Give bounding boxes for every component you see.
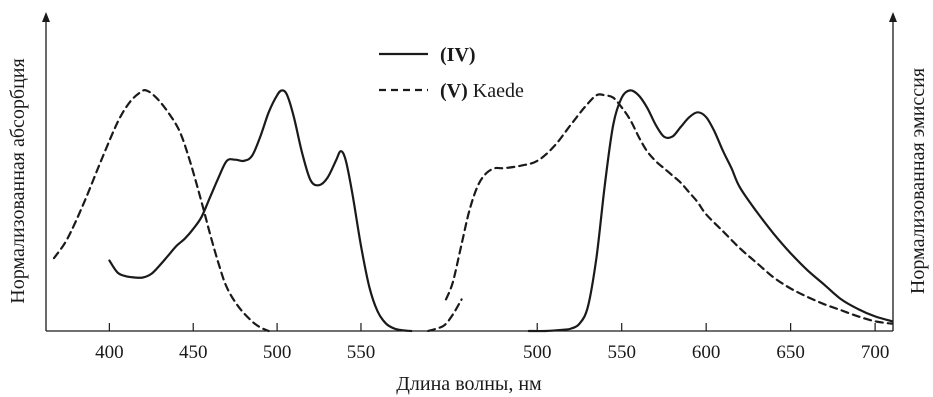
legend: (IV) (V) Kaede	[379, 44, 524, 102]
right-y-axis-title: Нормализованная эмиссия	[907, 68, 929, 294]
spectra-curves	[52, 89, 894, 333]
legend-label-iv: (IV)	[440, 44, 476, 66]
absorption-tick-label-500: 500	[263, 342, 292, 363]
x-ticks: 400 450 500 550 500 550 600 650 700	[95, 323, 889, 363]
x-axis-title: Длина волны, нм	[396, 373, 542, 395]
right-y-axis-arrow	[889, 12, 897, 22]
absorption-curve-v-1	[52, 89, 270, 333]
legend-label-iv-bold: (IV)	[440, 44, 476, 66]
legend-label-v-rest: Kaede	[468, 80, 524, 102]
legend-label-v: (V) Kaede	[440, 80, 524, 102]
emission-tick-label-500: 500	[523, 342, 552, 363]
emission-curve-iv-1	[527, 89, 894, 333]
emission-curve-v-0	[444, 93, 894, 325]
absorption-curve-iv-0	[108, 89, 413, 333]
emission-tick-label-600: 600	[692, 342, 721, 363]
absorption-curve-v-2	[427, 298, 463, 333]
emission-tick-label-650: 650	[776, 342, 805, 363]
absorption-tick-label-400: 400	[95, 342, 124, 363]
absorption-tick-label-450: 450	[179, 342, 208, 363]
left-y-axis-arrow	[42, 12, 50, 22]
axes	[42, 12, 897, 332]
emission-tick-label-700: 700	[861, 342, 890, 363]
legend-label-v-bold: (V)	[440, 80, 468, 102]
emission-tick-label-550: 550	[607, 342, 636, 363]
absorption-tick-label-550: 550	[347, 342, 376, 363]
left-y-axis-title: Нормализованная абсорбция	[7, 58, 29, 303]
